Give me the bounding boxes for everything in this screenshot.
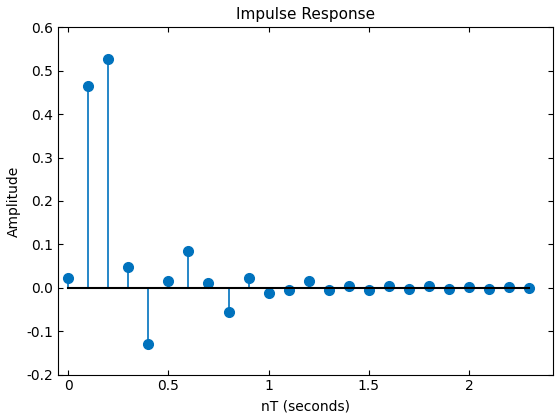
X-axis label: nT (seconds): nT (seconds) [261, 399, 350, 413]
Y-axis label: Amplitude: Amplitude [7, 165, 21, 236]
Title: Impulse Response: Impulse Response [236, 7, 375, 22]
